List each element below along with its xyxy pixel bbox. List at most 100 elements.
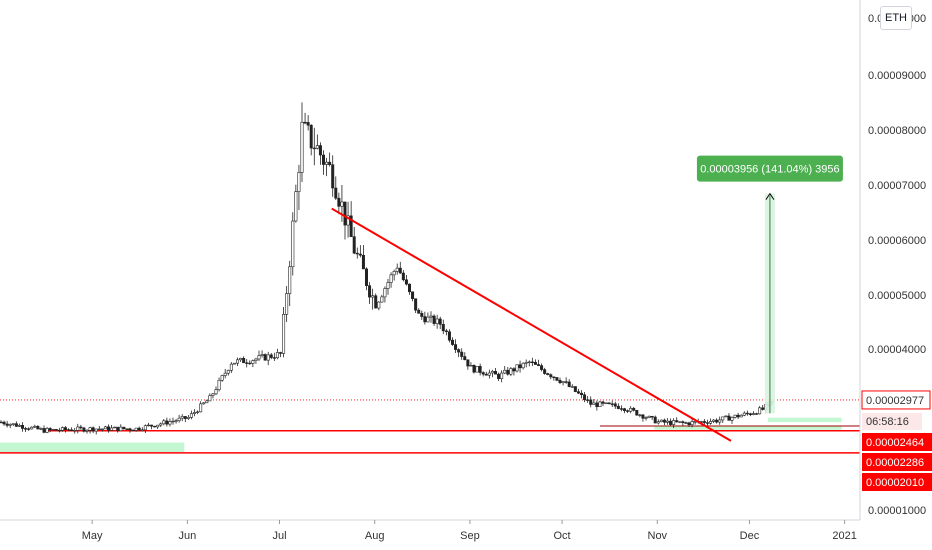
candle	[39, 427, 43, 431]
candle	[303, 112, 307, 125]
candle	[171, 417, 175, 425]
candle-body	[411, 291, 415, 300]
candle-body	[208, 395, 212, 402]
candle-body	[82, 427, 86, 432]
candle	[742, 411, 746, 417]
y-tick-label: 0.00004000	[868, 344, 926, 356]
candle-body	[371, 295, 375, 298]
candle	[540, 363, 544, 372]
candle-body	[331, 164, 335, 189]
candle	[134, 427, 138, 432]
candle-body	[450, 339, 454, 345]
candle-body	[466, 359, 470, 367]
support-lines	[0, 399, 860, 454]
candle	[361, 245, 365, 270]
candle	[718, 416, 722, 425]
candle	[536, 359, 540, 367]
level-badge	[862, 473, 932, 491]
candle-body	[263, 354, 267, 361]
candle	[616, 403, 620, 410]
candle	[51, 428, 55, 431]
candle-body	[392, 271, 396, 276]
candle	[168, 418, 172, 427]
candle	[67, 428, 71, 431]
candle	[128, 427, 132, 433]
measure-tool[interactable]: 0.00003956 (141.04%) 3956	[696, 155, 843, 414]
candle-body	[165, 420, 169, 425]
candle-body	[174, 420, 178, 422]
candle-body	[79, 426, 83, 429]
candle-body	[97, 428, 101, 431]
candle	[438, 316, 442, 330]
candle-body	[297, 172, 301, 192]
candle	[88, 426, 92, 434]
candle	[761, 405, 765, 411]
candle	[107, 424, 111, 433]
candle	[546, 372, 550, 376]
candle	[592, 399, 596, 405]
candle-body	[254, 358, 258, 361]
candle	[460, 348, 464, 360]
candle	[20, 422, 24, 432]
candle	[340, 184, 344, 222]
candle-body	[549, 374, 553, 378]
descending-trendline[interactable]	[331, 207, 732, 442]
candle	[570, 384, 574, 388]
candle	[263, 353, 267, 361]
candle	[8, 423, 12, 429]
candle-body	[518, 364, 522, 369]
candle	[318, 142, 322, 165]
candle	[730, 416, 734, 424]
candle	[715, 418, 719, 424]
candle	[401, 270, 405, 282]
candle	[733, 414, 737, 419]
candle	[466, 359, 470, 370]
candle	[189, 410, 193, 420]
trendline-layer[interactable]	[331, 207, 732, 442]
candle-body	[675, 420, 679, 423]
candle	[205, 399, 209, 404]
symbol-badge[interactable]: ETH	[880, 6, 912, 30]
candle	[159, 422, 163, 428]
candle-body	[285, 293, 289, 315]
candle	[73, 427, 77, 434]
candle-body	[2, 421, 6, 425]
candle	[300, 102, 304, 183]
candle	[751, 411, 755, 416]
candle	[475, 365, 479, 373]
candle	[156, 424, 160, 429]
candle-body	[100, 428, 104, 430]
candle	[629, 406, 633, 414]
candle	[641, 414, 645, 422]
candle-body	[650, 415, 654, 418]
candle-body	[570, 386, 574, 388]
time-axis[interactable]: May Jun Jul Aug Sep Oct Nov Dec 2021	[82, 520, 857, 542]
candle	[125, 428, 129, 430]
candle-body	[134, 427, 138, 431]
countdown-label: 06:58:16	[866, 416, 909, 428]
candle-body	[364, 268, 368, 286]
candle	[337, 192, 341, 215]
candle	[116, 426, 120, 433]
candle	[604, 402, 608, 405]
candle	[306, 115, 310, 131]
candle	[153, 425, 157, 428]
candle-body	[616, 405, 620, 409]
candle	[484, 371, 488, 376]
candle-body	[14, 423, 18, 427]
candle-body	[94, 428, 98, 432]
candle-body	[352, 236, 356, 254]
candle	[478, 363, 482, 376]
x-tick-label: 2021	[832, 530, 856, 542]
candle-body	[426, 316, 430, 323]
candle-body	[647, 415, 651, 418]
candle-body	[318, 145, 322, 156]
candle-body	[11, 423, 15, 425]
candle-body	[278, 352, 282, 354]
candle	[17, 423, 21, 427]
candle	[490, 369, 494, 378]
candle	[79, 424, 83, 430]
candle	[739, 414, 743, 418]
candle-body	[530, 361, 534, 364]
